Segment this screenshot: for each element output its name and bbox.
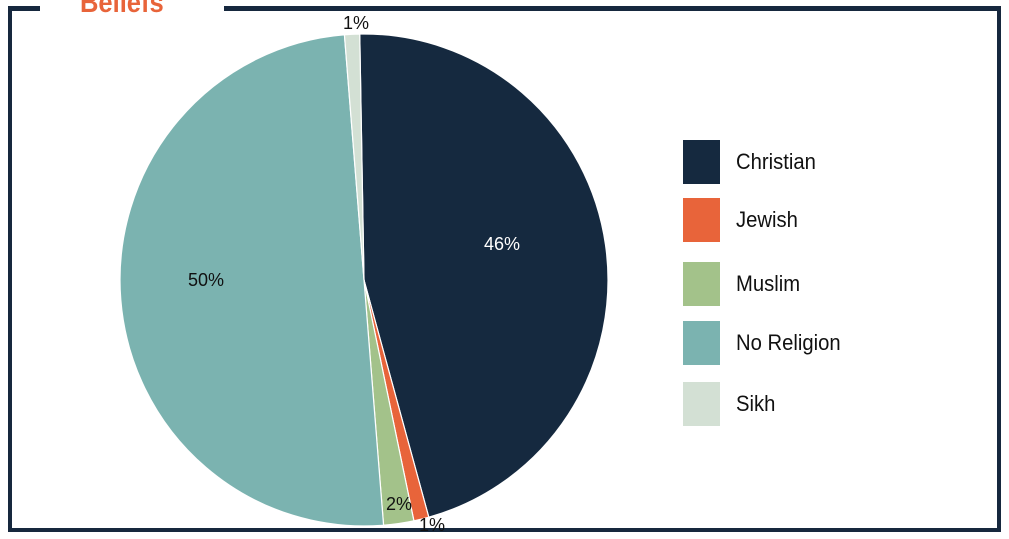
legend-swatch-christian [683, 140, 720, 184]
slice-label-christian: 46% [484, 234, 520, 254]
pie-slice-no-religion [119, 34, 385, 527]
pie-slice-labels: 46% 1% 2% 50% 1% [188, 13, 520, 535]
slice-label-jewish: 1% [419, 515, 445, 535]
slice-label-sikh: 1% [343, 13, 369, 33]
legend-swatch-muslim [683, 262, 720, 306]
legend-item-no-religion: No Religion [683, 321, 850, 365]
legend-item-jewish: Jewish [683, 198, 803, 242]
legend-swatch-jewish [683, 198, 720, 242]
title-background [40, 0, 224, 14]
pie-slices [119, 33, 609, 527]
pie-slice-sikh [343, 33, 365, 281]
legend-item-christian: Christian [683, 140, 823, 184]
chart-title: Beliefs [80, 0, 164, 19]
legend-label-no-religion: No Religion [736, 330, 841, 355]
legend-label-jewish: Jewish [736, 207, 798, 232]
legend-item-muslim: Muslim [683, 262, 806, 306]
legend-label-sikh: Sikh [736, 391, 776, 416]
legend-swatch-sikh [683, 382, 720, 426]
legend-label-muslim: Muslim [736, 271, 801, 296]
pie-slice-christian [359, 33, 609, 518]
legend-swatch-no-religion [683, 321, 720, 365]
slice-label-no-religion: 50% [188, 270, 224, 290]
slice-label-muslim: 2% [386, 494, 412, 514]
chart-frame [8, 6, 1001, 532]
legend-label-christian: Christian [736, 149, 816, 174]
legend-item-sikh: Sikh [683, 382, 779, 426]
